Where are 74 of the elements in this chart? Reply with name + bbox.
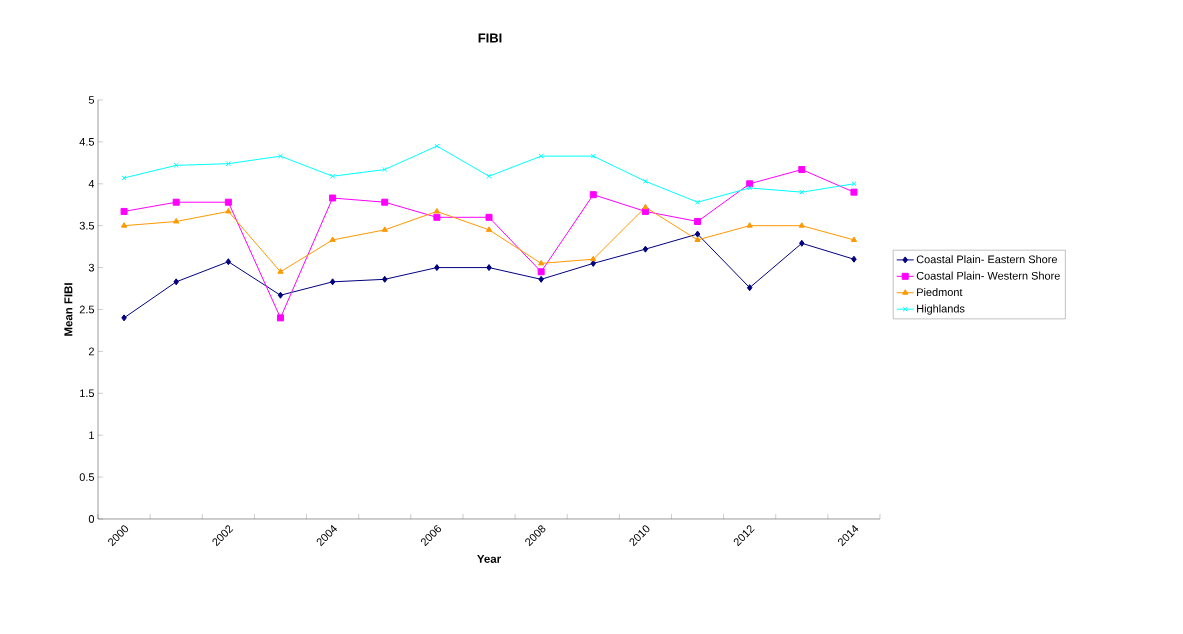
point bbox=[329, 236, 336, 242]
point bbox=[642, 245, 649, 253]
point bbox=[799, 189, 805, 195]
legend-label: Coastal Plain- Western Shore bbox=[916, 271, 1060, 280]
point bbox=[590, 255, 597, 262]
point bbox=[173, 278, 179, 286]
point bbox=[485, 213, 493, 221]
chart-title: FIBI bbox=[478, 33, 502, 43]
point bbox=[851, 255, 857, 263]
y-tick-label: 1.5 bbox=[80, 389, 95, 398]
point bbox=[694, 236, 701, 242]
point bbox=[798, 222, 805, 228]
point bbox=[434, 264, 440, 272]
point bbox=[486, 264, 492, 272]
point bbox=[537, 268, 545, 276]
point bbox=[538, 153, 544, 159]
point bbox=[590, 259, 597, 267]
y-tick-label: 0 bbox=[88, 515, 95, 523]
point bbox=[694, 230, 701, 238]
x-axis-title: Year bbox=[477, 554, 501, 563]
point bbox=[850, 236, 858, 242]
legend-label: Highlands bbox=[917, 304, 965, 315]
point bbox=[329, 173, 336, 179]
point bbox=[172, 198, 180, 206]
point bbox=[589, 191, 597, 199]
point bbox=[382, 166, 388, 173]
point bbox=[329, 278, 336, 286]
point bbox=[538, 275, 544, 283]
point bbox=[485, 226, 493, 232]
point bbox=[121, 314, 127, 322]
point bbox=[225, 161, 231, 167]
point bbox=[433, 207, 440, 214]
y-tick-label: 3 bbox=[88, 263, 94, 272]
y-tick-label: 1 bbox=[89, 431, 94, 439]
point bbox=[798, 166, 806, 174]
point bbox=[120, 207, 128, 215]
point bbox=[538, 259, 545, 266]
y-tick-label: 3.5 bbox=[79, 221, 95, 230]
y-tick-label: 4.5 bbox=[79, 138, 95, 146]
point bbox=[486, 173, 492, 179]
y-tick-label: 4 bbox=[88, 180, 95, 188]
point bbox=[433, 213, 441, 221]
point bbox=[746, 222, 753, 228]
point bbox=[224, 198, 232, 206]
point bbox=[329, 194, 337, 202]
point bbox=[277, 291, 284, 299]
point bbox=[694, 199, 701, 205]
y-tick-label: 2 bbox=[88, 347, 94, 356]
legend-label: Coastal Plain- Eastern Shore bbox=[916, 255, 1058, 264]
point bbox=[277, 153, 284, 159]
point bbox=[381, 226, 388, 232]
point bbox=[746, 284, 753, 292]
point bbox=[173, 162, 179, 168]
point bbox=[434, 143, 440, 149]
y-tick-label: 0.5 bbox=[79, 473, 95, 481]
point bbox=[276, 314, 284, 322]
point bbox=[277, 268, 284, 274]
point bbox=[850, 188, 858, 196]
point bbox=[747, 185, 753, 191]
point bbox=[225, 258, 232, 266]
point bbox=[642, 178, 649, 184]
point bbox=[642, 203, 649, 210]
point bbox=[381, 198, 389, 206]
point bbox=[120, 222, 128, 228]
y-tick-label: 5 bbox=[88, 96, 95, 104]
point bbox=[382, 275, 388, 283]
point bbox=[799, 239, 805, 247]
point bbox=[694, 217, 702, 225]
point bbox=[225, 207, 232, 214]
point bbox=[590, 153, 596, 159]
point bbox=[173, 217, 180, 224]
y-axis-title: Mean FIBI bbox=[64, 283, 73, 336]
legend-label: Piedmont bbox=[917, 288, 963, 297]
y-tick-label: 2.5 bbox=[79, 305, 95, 314]
